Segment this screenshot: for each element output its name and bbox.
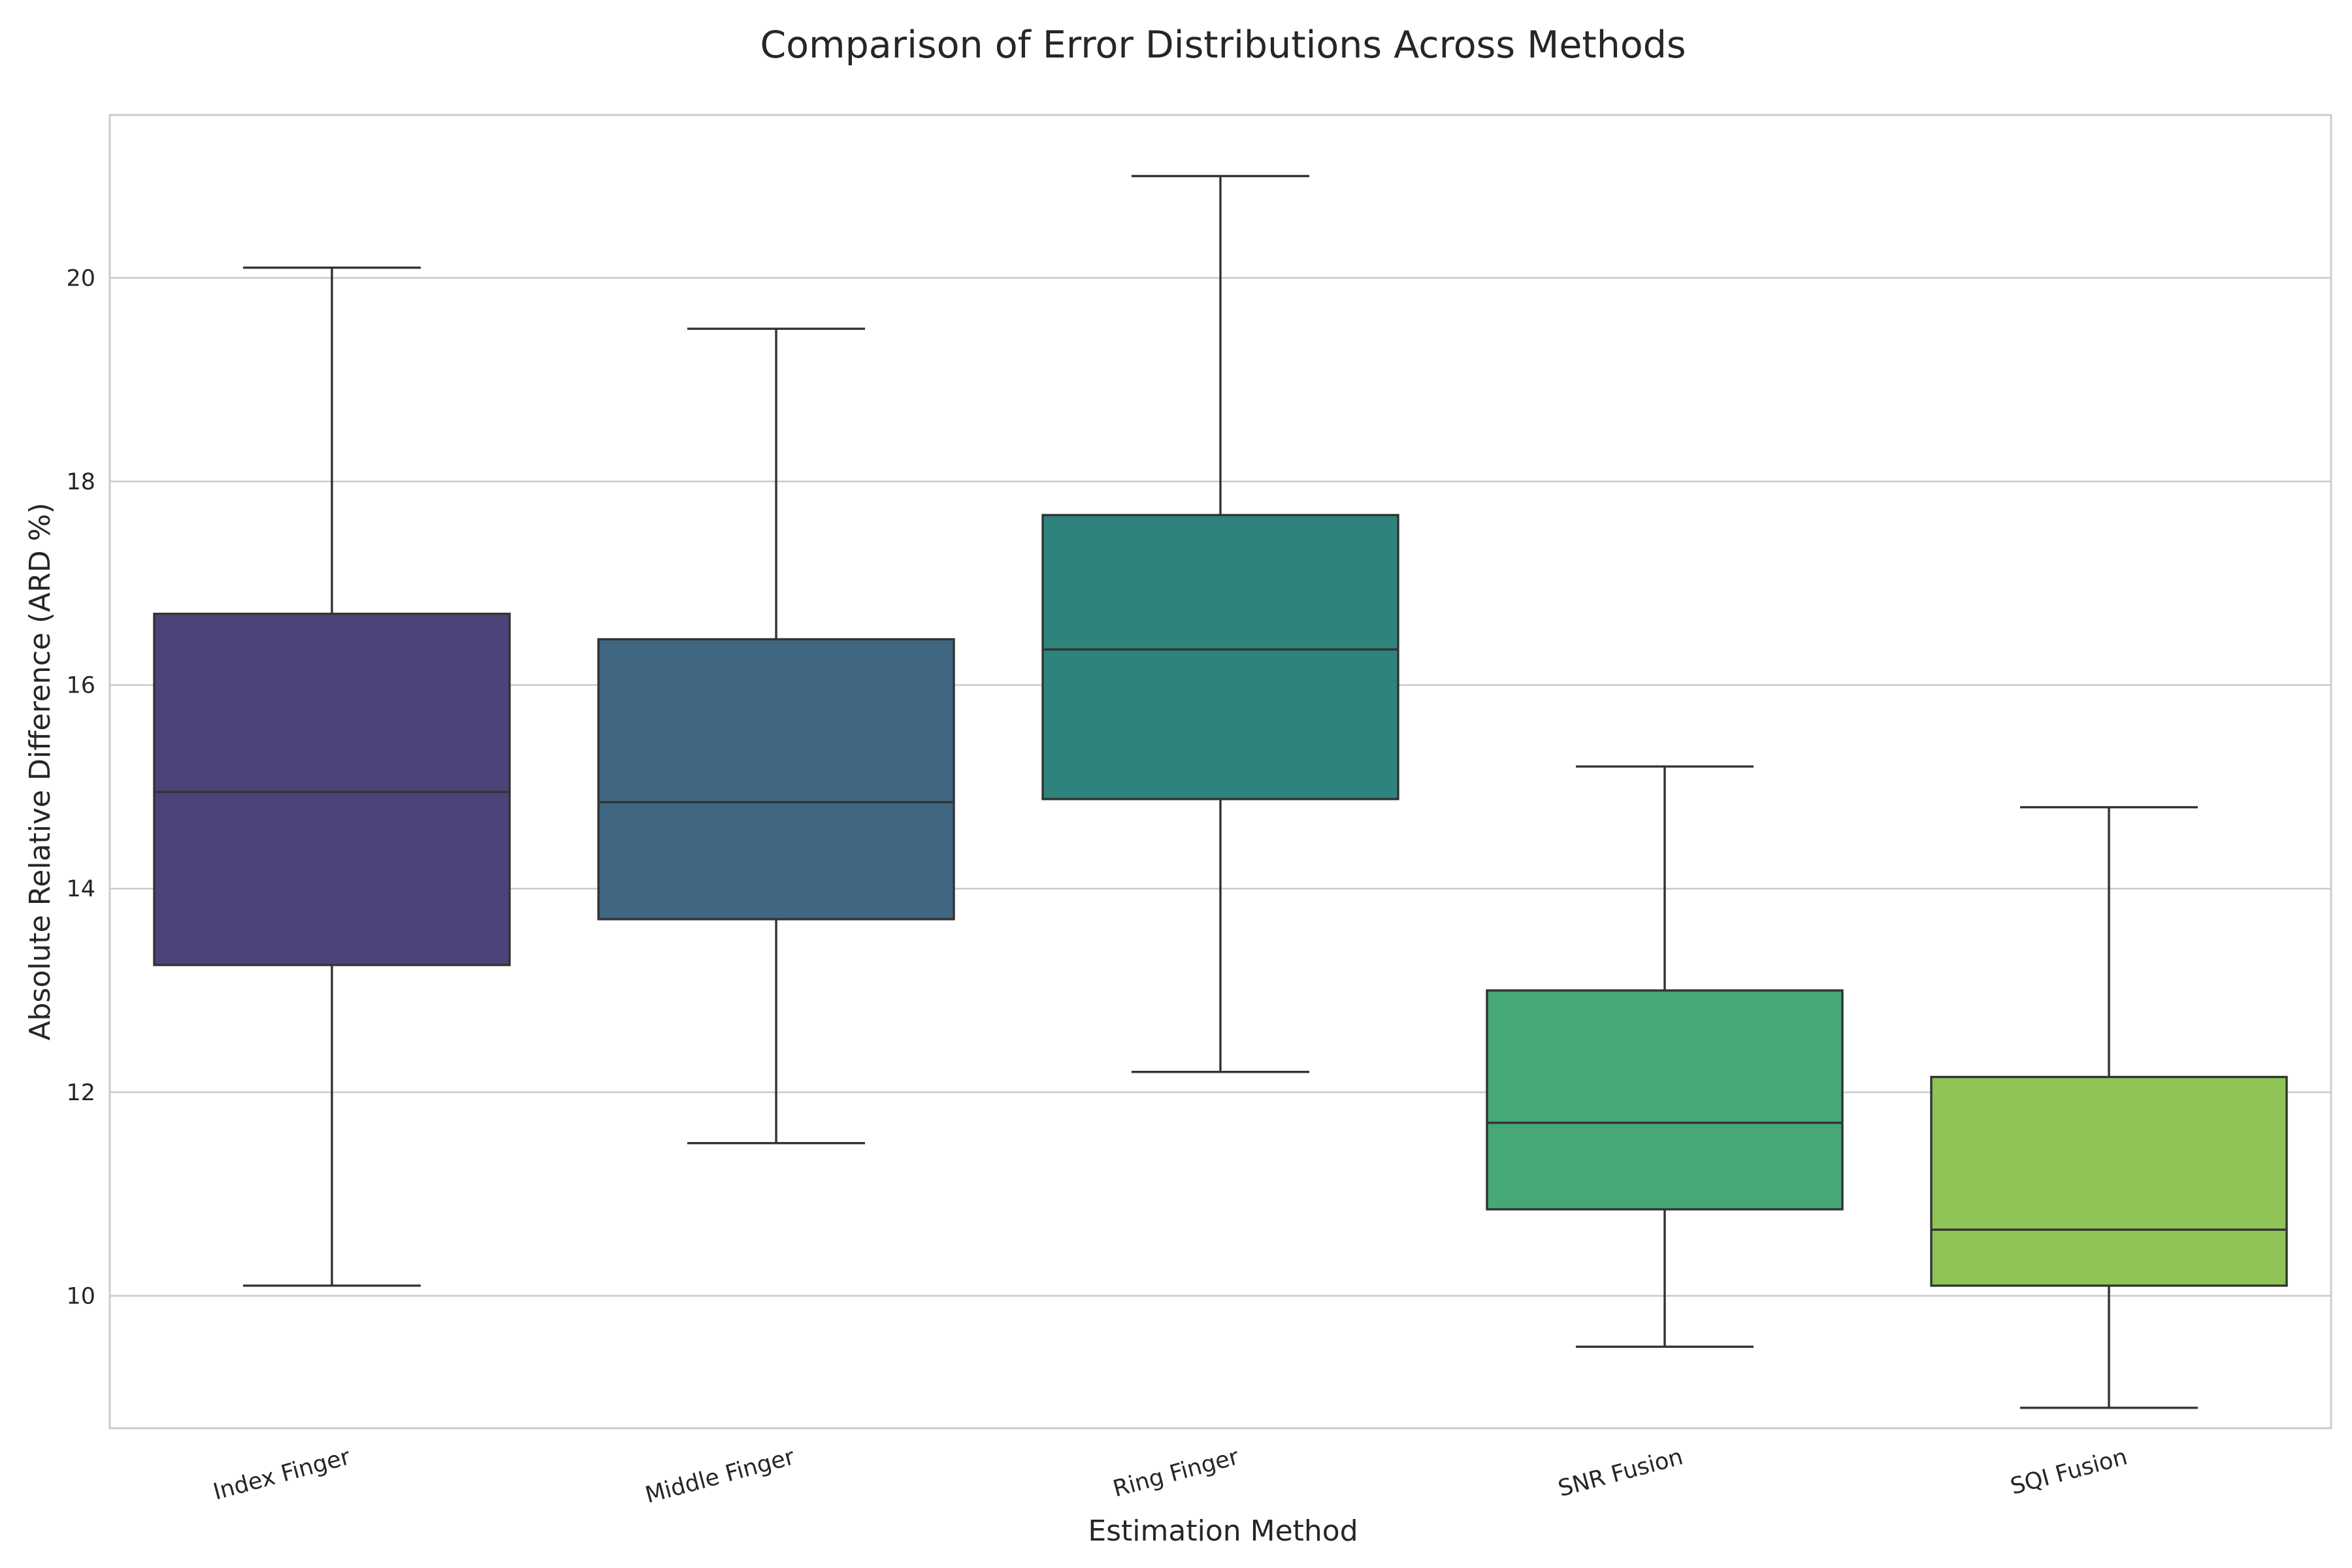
box-snr-fusion [1486, 765, 1844, 1348]
iqr-box [1041, 514, 1399, 800]
y-tick-labels: 10 12 14 16 18 20 [66, 265, 95, 1309]
y-tick-label: 14 [66, 876, 95, 902]
y-tick-label: 16 [66, 673, 95, 699]
boxes [153, 174, 2288, 1409]
iqr-box [1930, 1075, 2288, 1287]
box-sqi-fusion [1930, 806, 2288, 1409]
box-middle-finger [597, 327, 955, 1145]
x-tick-label: SNR Fusion [1556, 1444, 1686, 1502]
iqr-box [1486, 989, 1844, 1211]
plot-frame [108, 114, 2332, 1429]
x-tick-label: SQI Fusion [2008, 1444, 2130, 1500]
x-tick-label: Ring Finger [1110, 1444, 1241, 1503]
x-axis-label: Estimation Method [1088, 1514, 1358, 1548]
iqr-box [153, 612, 511, 966]
y-tick-label: 12 [66, 1080, 95, 1106]
box-ring-finger [1041, 174, 1399, 1073]
x-tick-label: Middle Finger [643, 1444, 798, 1509]
y-tick-label: 10 [66, 1283, 95, 1309]
box-index-finger [153, 267, 511, 1287]
y-tick-label: 18 [66, 469, 95, 495]
y-axis-label: Absolute Relative Difference (ARD %) [24, 502, 57, 1040]
y-tick-label: 20 [66, 265, 95, 291]
x-tick-label: Index Finger [210, 1444, 353, 1505]
iqr-box [597, 638, 955, 921]
chart-title: Comparison of Error Distributions Across… [760, 24, 1686, 67]
x-tick-labels: Index Finger Middle Finger Ring Finger SNR … [210, 1444, 2130, 1509]
